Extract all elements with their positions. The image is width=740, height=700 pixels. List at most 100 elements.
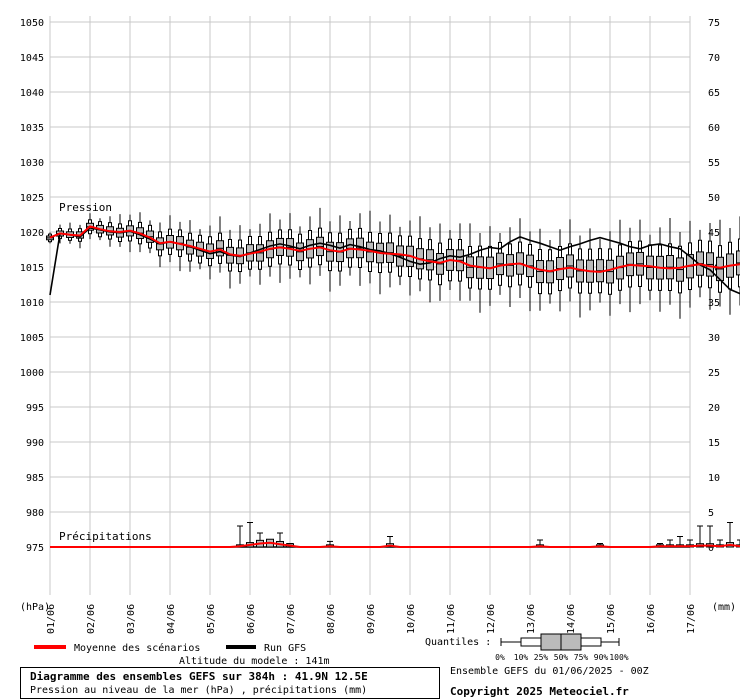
precip-box [726, 522, 734, 548]
pressure-box [606, 231, 614, 316]
right-axis-ticks: 0 5 10 15 20 25 30 35 40 45 50 55 60 65 70 75 [708, 18, 720, 554]
pressure-box [316, 207, 324, 276]
pressure-box [276, 219, 284, 283]
x-tick-label: 02/06 [86, 604, 97, 634]
pressure-box [386, 214, 394, 288]
pressure-box [46, 232, 54, 244]
precip-panel-label: Précipitations [59, 530, 152, 543]
x-tick-label: 17/06 [686, 604, 697, 634]
quantile-tick-label: 75% [574, 653, 589, 662]
right-tick-label: 60 [708, 123, 720, 134]
pressure-box [166, 215, 174, 263]
x-tick-label: 06/06 [246, 604, 257, 634]
left-tick-label: 1005 [20, 333, 44, 344]
quantile-tick-label: 0% [495, 653, 505, 662]
x-tick-label: 03/06 [126, 604, 137, 634]
pressure-box [636, 219, 644, 305]
x-tick-label: 15/06 [606, 604, 617, 634]
left-tick-label: 990 [26, 438, 44, 449]
pressure-box [656, 227, 664, 312]
pressure-box [536, 228, 544, 311]
right-tick-label: 35 [708, 298, 720, 309]
pressure-box [666, 217, 674, 305]
x-tick-label: 07/06 [286, 604, 297, 634]
left-tick-label: 1000 [20, 368, 44, 379]
pressure-box [486, 226, 494, 306]
quantile-tick-label: 100% [609, 653, 628, 662]
right-tick-label: 65 [708, 88, 720, 99]
left-tick-label: 975 [26, 543, 44, 554]
left-tick-label: 1030 [20, 158, 44, 169]
quantiles-label: Quantiles : [425, 637, 491, 648]
quantile-tick-label: 10% [514, 653, 529, 662]
pressure-box [226, 229, 234, 289]
right-tick-label: 15 [708, 438, 720, 449]
pressure-box [576, 235, 584, 318]
chart-subtitle: Pression au niveau de la mer (hPa) , pré… [30, 685, 368, 696]
pressure-box [326, 221, 334, 292]
right-tick-label: 70 [708, 53, 720, 64]
precip-mean-line [50, 541, 740, 548]
pressure-box [366, 210, 374, 284]
x-tick-label: 14/06 [566, 604, 577, 634]
pressure-box [256, 223, 264, 285]
left-tick-label: 980 [26, 508, 44, 519]
copyright: Copyright 2025 Meteociel.fr [450, 685, 629, 698]
x-tick-label: 10/06 [406, 604, 417, 634]
pressure-box [676, 232, 684, 319]
precip-box [256, 532, 264, 548]
precip-box [706, 525, 714, 548]
pressure-box [176, 221, 184, 272]
pressure-box [116, 214, 124, 247]
x-tick-label: 08/06 [326, 604, 337, 634]
quantile-tick-label: 90% [594, 653, 609, 662]
precip-box [236, 525, 244, 548]
left-tick-label: 1015 [20, 263, 44, 274]
right-tick-label: 10 [708, 473, 720, 484]
pressure-boxes [46, 207, 740, 319]
right-tick-label: 25 [708, 368, 720, 379]
right-tick-label: 45 [708, 228, 720, 239]
x-tick-label: 05/06 [206, 604, 217, 634]
pressure-box [476, 233, 484, 313]
footer-title-box [20, 667, 440, 699]
pressure-box [626, 227, 634, 313]
gfs-legend-label: Run GFS [264, 643, 306, 654]
pressure-box [126, 214, 134, 253]
left-tick-label: 1045 [20, 53, 44, 64]
left-tick-label: 995 [26, 403, 44, 414]
run-info: Ensemble GEFS du 01/06/2025 - 00Z [450, 666, 649, 677]
pressure-box [726, 228, 734, 315]
left-tick-label: 1025 [20, 193, 44, 204]
ensemble-mean-line [49, 225, 740, 273]
right-tick-label: 75 [708, 18, 720, 29]
altitude-text: Altitude du modele : 141m [179, 656, 330, 667]
pressure-box [716, 219, 724, 307]
right-tick-label: 5 [708, 508, 714, 519]
left-tick-label: 1020 [20, 228, 44, 239]
left-axis-unit: (hPa) [20, 602, 50, 613]
right-tick-label: 0 [708, 543, 714, 554]
pressure-box [66, 222, 74, 244]
quantile-tick-label: 25% [534, 653, 549, 662]
right-tick-label: 30 [708, 333, 720, 344]
left-tick-label: 1050 [20, 18, 44, 29]
chart-grid [49, 16, 691, 595]
x-axis-ticks: 01/06 02/06 03/06 04/06 05/06 06/06 07/06 08/06… [46, 604, 697, 634]
right-tick-label: 20 [708, 403, 720, 414]
pressure-box [526, 231, 534, 312]
precip-box [246, 522, 254, 548]
pressure-box [466, 223, 474, 301]
x-tick-label: 11/06 [446, 604, 457, 634]
quantile-tick-labels: 0% 10% 25% 50% 75% 90% 100% [495, 653, 629, 662]
pressure-box [506, 227, 514, 307]
pressure-box [516, 218, 524, 299]
left-tick-label: 1040 [20, 88, 44, 99]
quantile-tick-label: 50% [554, 653, 569, 662]
precip-box [696, 525, 704, 548]
right-tick-label: 40 [708, 263, 720, 274]
x-tick-label: 13/06 [526, 604, 537, 634]
x-tick-label: 04/06 [166, 604, 177, 634]
right-tick-label: 50 [708, 193, 720, 204]
